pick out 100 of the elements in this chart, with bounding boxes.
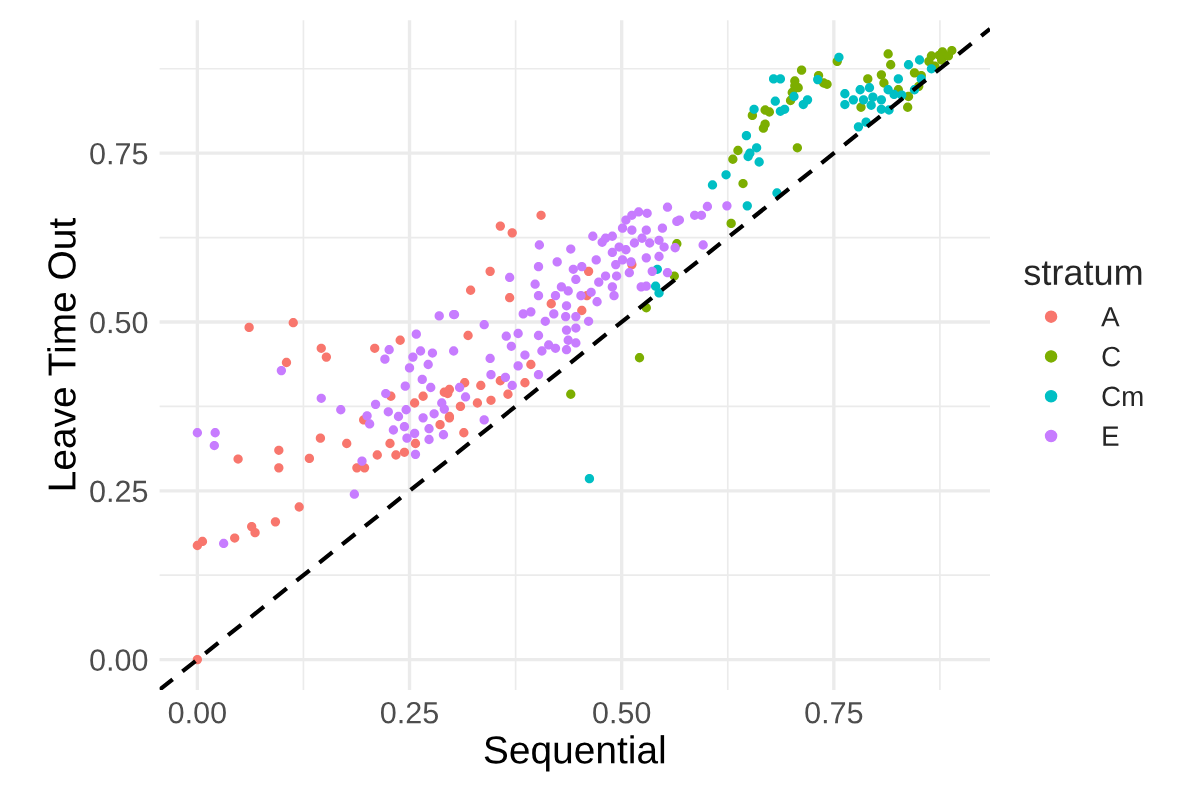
legend-title: stratum <box>1024 261 1142 286</box>
point <box>495 221 505 231</box>
point <box>418 391 428 401</box>
point <box>395 335 405 345</box>
point <box>634 353 645 363</box>
point <box>742 201 752 211</box>
point <box>315 433 326 443</box>
point <box>316 343 326 353</box>
point <box>385 438 395 449</box>
point <box>654 288 664 298</box>
point <box>583 266 594 277</box>
y-tick-label: 0.00 <box>90 649 148 671</box>
point <box>864 83 875 93</box>
point <box>903 102 913 112</box>
point <box>876 104 887 114</box>
point <box>789 91 799 102</box>
point <box>465 285 476 295</box>
point <box>796 65 807 75</box>
point <box>770 96 780 106</box>
y-tick-label: 0.75 <box>90 142 148 165</box>
point <box>546 299 556 309</box>
point <box>738 178 748 189</box>
point <box>893 74 903 84</box>
point <box>856 102 866 112</box>
point <box>410 438 421 449</box>
point <box>485 266 495 277</box>
point <box>288 318 298 328</box>
point <box>866 100 876 110</box>
x-tick-label: 0.50 <box>593 701 651 724</box>
point <box>726 218 736 229</box>
point <box>520 378 530 388</box>
point <box>505 293 515 303</box>
point <box>391 450 401 460</box>
legend-label: C <box>1102 346 1121 367</box>
point <box>813 74 823 85</box>
point <box>304 453 315 464</box>
point <box>764 107 775 117</box>
point <box>883 49 893 59</box>
point <box>707 180 718 190</box>
point <box>733 145 743 156</box>
point <box>840 89 850 99</box>
y-tick-label: 0.50 <box>90 311 148 334</box>
point <box>476 380 486 391</box>
point <box>749 104 759 114</box>
point <box>876 70 887 80</box>
point <box>802 95 813 105</box>
point <box>294 502 304 512</box>
legend-label: E <box>1103 426 1119 446</box>
point <box>247 521 257 532</box>
point <box>858 95 869 105</box>
point <box>883 85 893 95</box>
point <box>526 359 536 370</box>
point <box>863 74 873 84</box>
point <box>779 104 790 114</box>
point <box>855 85 865 95</box>
point <box>760 119 770 129</box>
point <box>281 357 292 368</box>
point <box>342 438 352 449</box>
point <box>848 95 859 105</box>
point <box>886 60 896 70</box>
point <box>751 143 762 153</box>
point <box>792 143 803 153</box>
point <box>370 343 380 353</box>
x-tick-label: 0.75 <box>805 701 863 724</box>
point <box>321 352 332 362</box>
point <box>197 536 208 547</box>
point <box>536 210 546 220</box>
point <box>566 389 576 399</box>
point <box>834 52 844 62</box>
point <box>924 56 934 67</box>
point <box>399 447 410 457</box>
x-tick-label: 0.25 <box>380 701 438 724</box>
x-axis-title: Sequential <box>484 735 665 772</box>
point <box>868 92 878 102</box>
x-tick-label: 0.00 <box>168 701 226 724</box>
point <box>728 154 738 164</box>
point <box>853 122 864 132</box>
point <box>244 322 254 333</box>
point <box>455 401 466 412</box>
legend-label: Cm <box>1102 386 1143 407</box>
point <box>233 454 243 464</box>
point <box>274 445 284 455</box>
point <box>926 64 937 74</box>
point <box>472 398 483 408</box>
point <box>879 78 889 88</box>
y-axis-title: Leave Time Out <box>47 218 76 490</box>
point <box>274 463 284 473</box>
point <box>459 428 469 438</box>
point <box>230 533 240 543</box>
point <box>903 60 914 70</box>
point <box>914 55 925 65</box>
point <box>270 517 281 527</box>
point <box>372 450 382 460</box>
point <box>463 330 473 341</box>
point <box>743 151 753 162</box>
point <box>577 305 587 316</box>
point <box>840 99 850 110</box>
y-tick-label: 0.25 <box>90 480 148 503</box>
point <box>507 228 517 238</box>
point <box>876 95 887 105</box>
